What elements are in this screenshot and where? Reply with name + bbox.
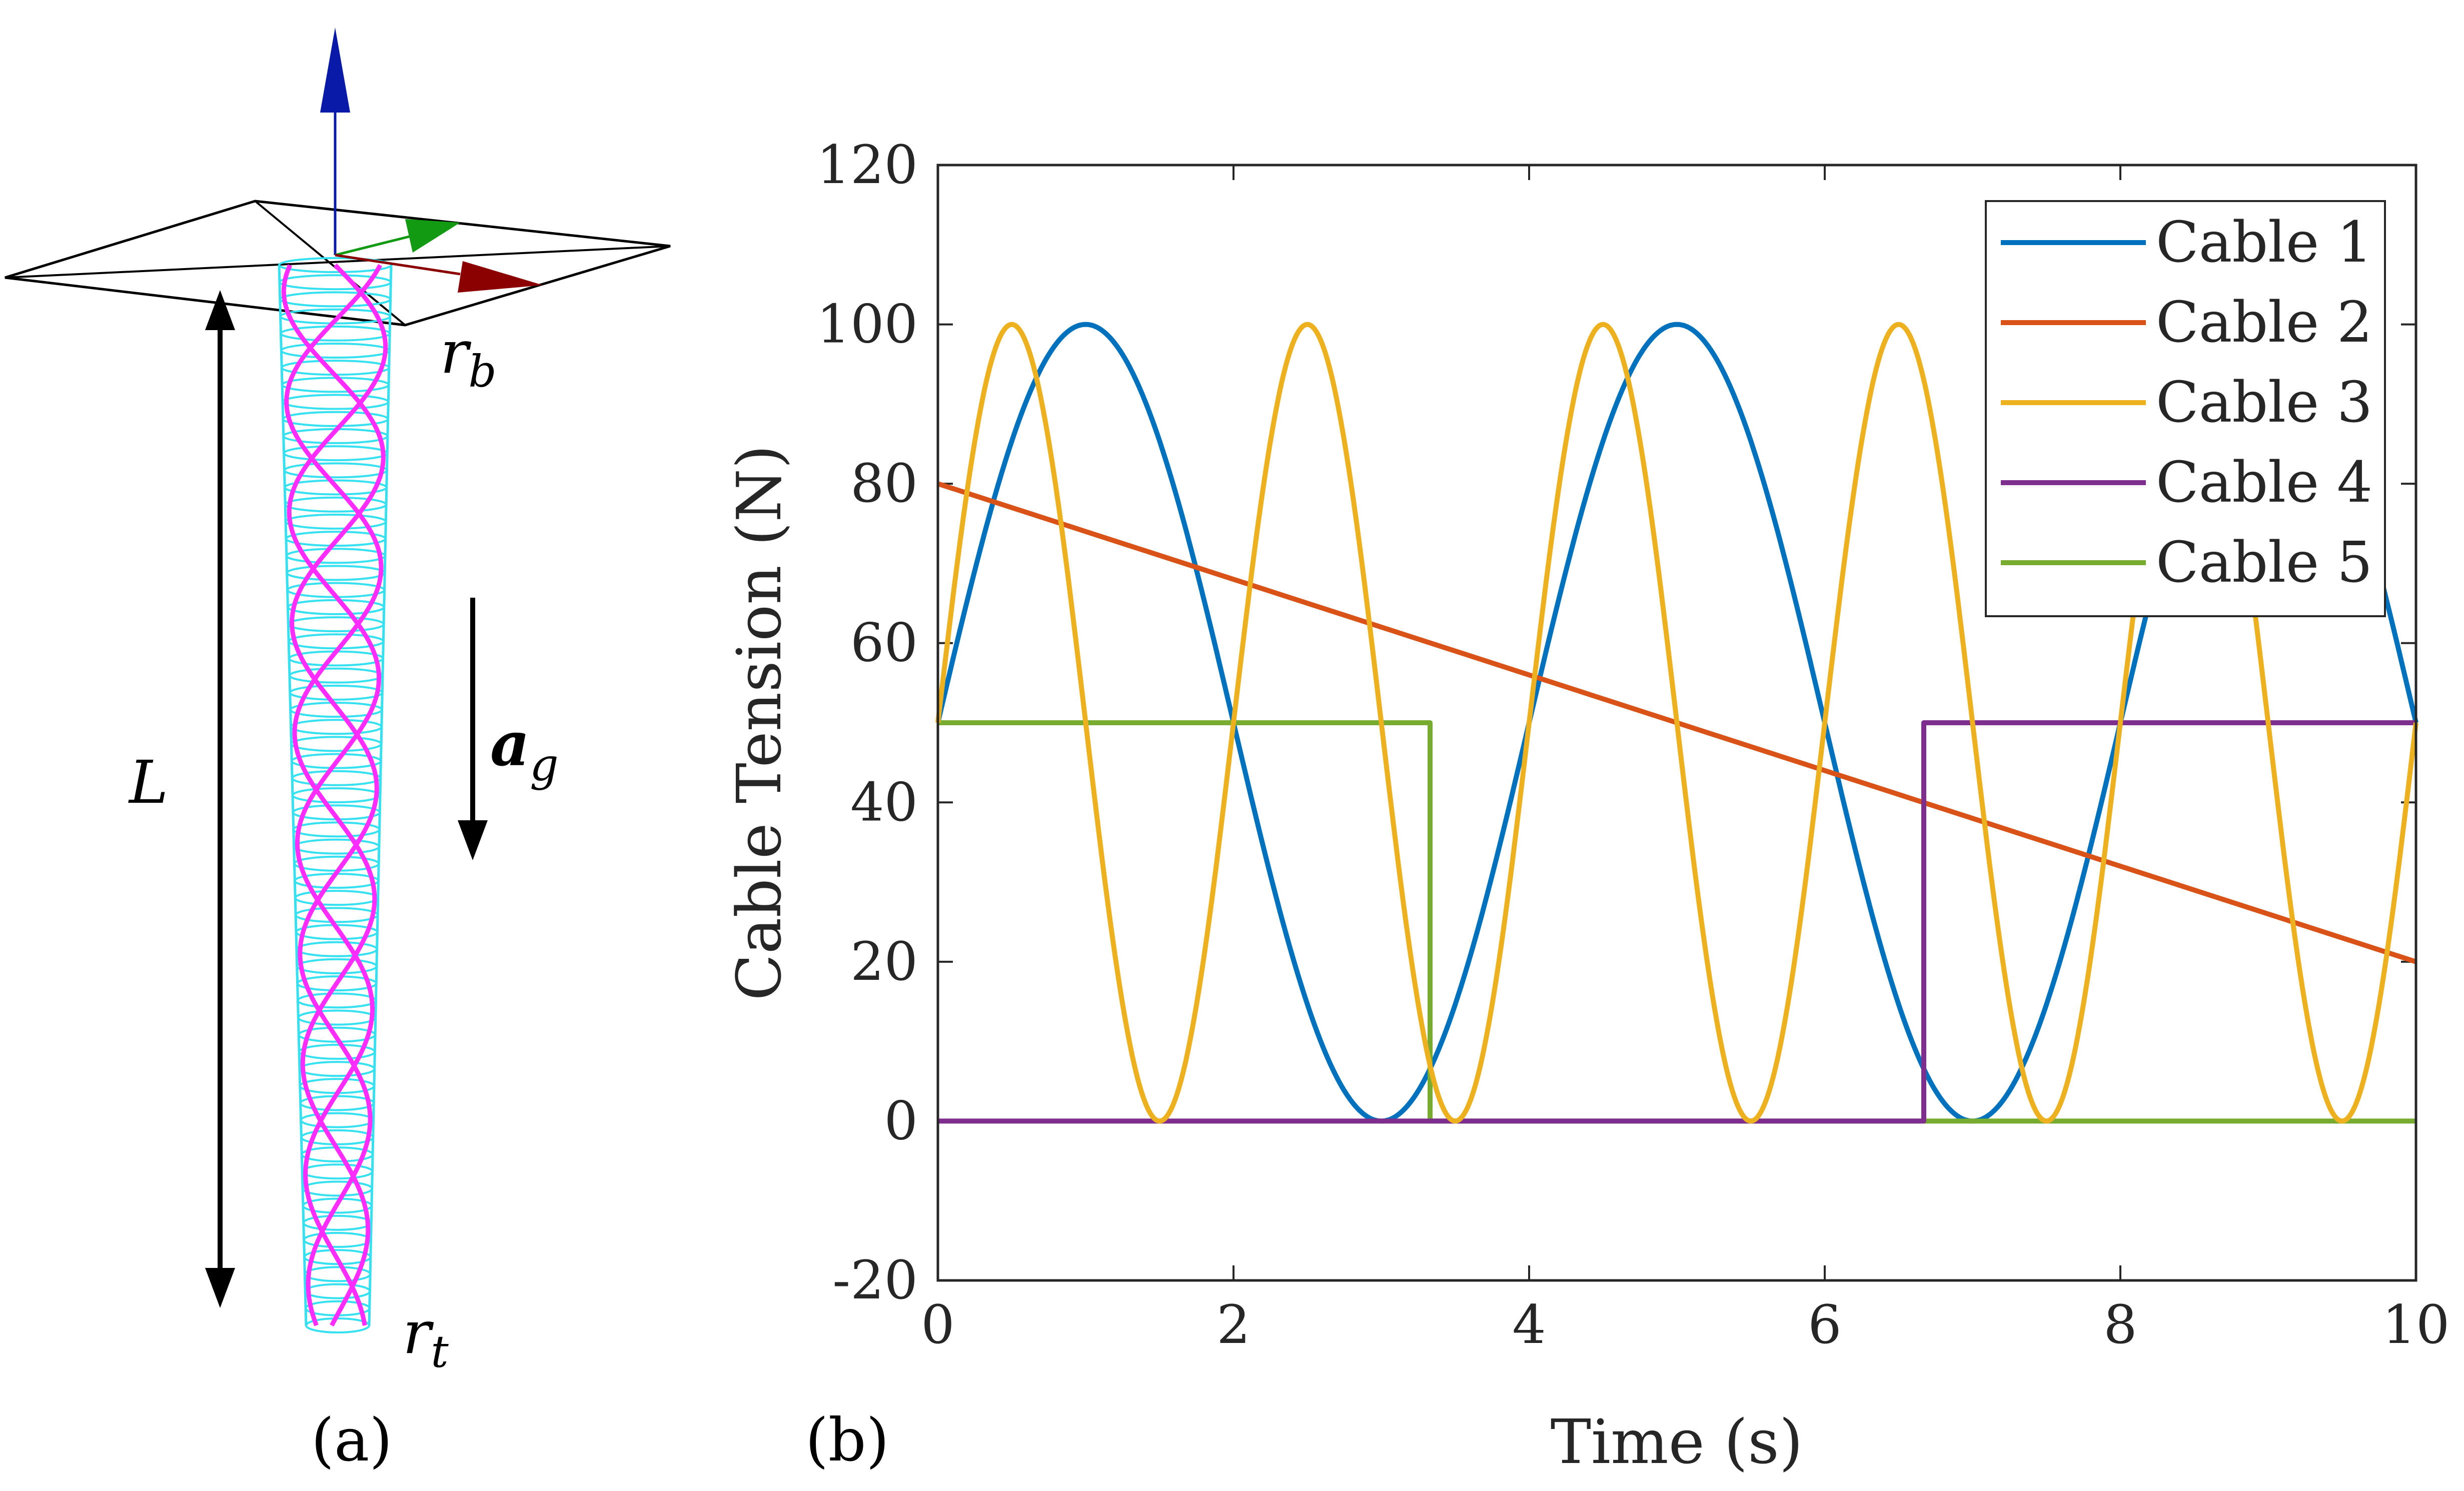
tube-ring xyxy=(295,941,378,957)
helix-cable-line xyxy=(287,263,388,1326)
tube-ring xyxy=(288,667,384,684)
tube-ring xyxy=(292,787,381,803)
length-symbol: L xyxy=(128,748,168,817)
tube-ring xyxy=(283,445,389,462)
legend-entry-label: Cable 4 xyxy=(2156,450,2372,515)
tube-ring xyxy=(293,838,380,855)
tube-ring xyxy=(285,513,387,530)
x-tick-label: 0 xyxy=(921,1294,954,1355)
platform-diagonal xyxy=(254,200,406,326)
base-radius-symbol: rb xyxy=(440,318,497,397)
tube-ring xyxy=(287,616,385,633)
x-tick-label: 10 xyxy=(2382,1294,2450,1355)
legend-entry-label: Cable 1 xyxy=(2156,210,2372,275)
x-axis-line xyxy=(335,254,461,276)
tube-ring xyxy=(304,1283,371,1299)
y-axis-arrowhead-icon xyxy=(405,219,460,253)
y-axis-label: Cable Tension (N) xyxy=(724,445,795,1000)
x-tick-label: 4 xyxy=(1512,1294,1546,1355)
legend: Cable 1 Cable 2 Cable 3 Cable 4 Cable 5 xyxy=(1985,200,2386,617)
tube-outline-left xyxy=(278,265,308,1326)
panel-b-label: (b) xyxy=(805,1405,889,1474)
panel-a-cable-robot-diagram: L ag rb rt (a) xyxy=(5,28,671,1474)
tube-ring xyxy=(290,719,383,735)
tube-ring xyxy=(281,394,390,410)
panel-a-label: (a) xyxy=(311,1405,392,1474)
helix-cable-line xyxy=(281,264,386,1326)
legend-entry-label: Cable 5 xyxy=(2156,530,2372,595)
y-tick-label: 0 xyxy=(884,1090,918,1151)
legend-entry-label: Cable 2 xyxy=(2156,290,2372,355)
y-tick-label: 20 xyxy=(850,931,918,992)
y-tick-label: -20 xyxy=(832,1249,918,1311)
tube-ring xyxy=(300,1112,375,1128)
tube-ring xyxy=(298,1061,376,1077)
z-axis-arrowhead-icon xyxy=(320,28,350,113)
tube-ring xyxy=(280,342,391,359)
y-tick-label: 100 xyxy=(817,294,918,355)
y-tick-label: 80 xyxy=(850,453,918,514)
x-axis-label: Time (s) xyxy=(1551,1406,1803,1477)
tube-ring xyxy=(297,1009,377,1026)
tube-outline-right xyxy=(368,265,393,1326)
x-tick-label: 8 xyxy=(2103,1294,2137,1355)
tip-radius-symbol: rt xyxy=(403,1298,449,1377)
x-axis-arrowhead-icon xyxy=(458,261,543,293)
length-arrow-bottom-head-icon xyxy=(205,1268,235,1308)
gravity-symbol: ag xyxy=(490,708,559,791)
helix-cables xyxy=(281,263,388,1327)
plot-frame xyxy=(936,164,2417,1282)
length-arrow-top-head-icon xyxy=(205,290,235,330)
platform-diagonal xyxy=(5,245,671,279)
tube-ring xyxy=(301,1163,374,1180)
y-axis-line xyxy=(335,234,416,257)
x-tick-label: 2 xyxy=(1216,1294,1250,1355)
gravity-arrow-head-icon xyxy=(458,820,488,860)
y-tick-label: 120 xyxy=(817,134,918,196)
y-tick-label: 40 xyxy=(850,771,918,833)
x-tick-label: 6 xyxy=(1808,1294,1841,1355)
helix-cable-line xyxy=(284,264,384,1327)
legend-box xyxy=(1985,200,2386,617)
series-line-cable-4 xyxy=(938,720,2416,1124)
y-tick-label: 60 xyxy=(850,612,918,674)
legend-entry-label: Cable 3 xyxy=(2156,370,2372,435)
tube-ring xyxy=(286,565,386,581)
tube-ring xyxy=(294,890,379,906)
